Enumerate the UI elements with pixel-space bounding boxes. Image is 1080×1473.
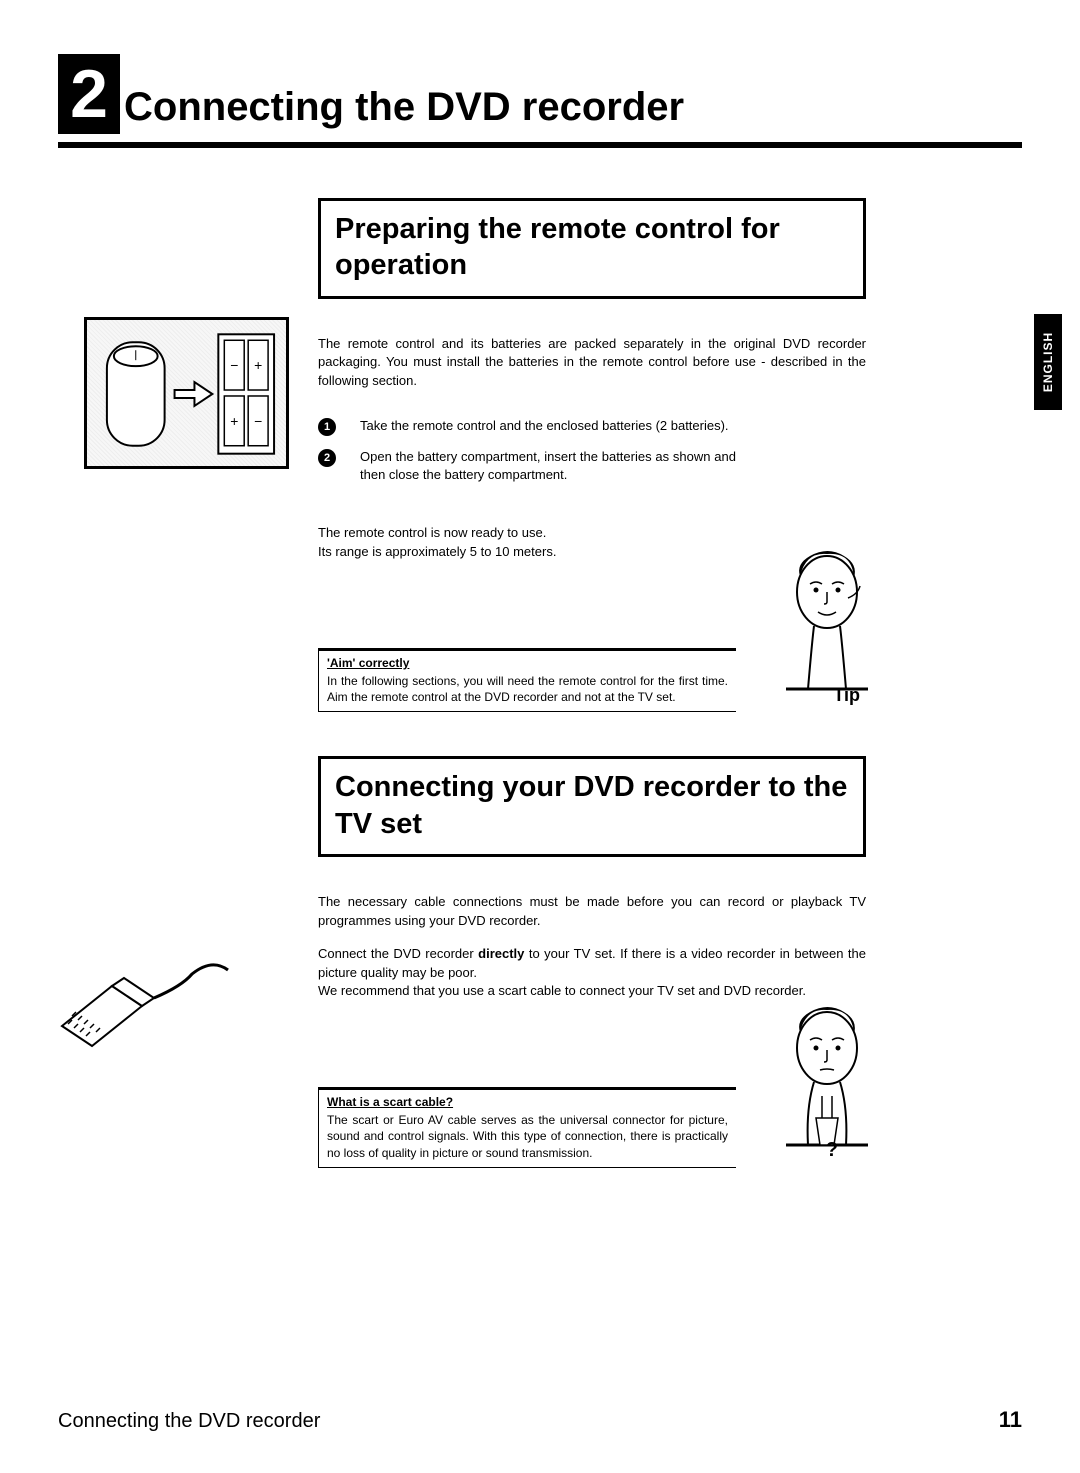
content-column: Preparing the remote control for operati…: [318, 198, 1022, 1168]
tip-heading: 'Aim' correctly: [327, 656, 728, 670]
svg-text:+: +: [230, 413, 238, 429]
section1-title-box: Preparing the remote control for operati…: [318, 198, 866, 299]
question-box: What is a scart cable? The scart or Euro…: [318, 1087, 736, 1168]
chapter-rule: [58, 142, 1022, 148]
svg-text:+: +: [254, 357, 262, 373]
section2-p2a: Connect the DVD recorder: [318, 946, 478, 961]
chapter-header: 2 Connecting the DVD recorder: [58, 54, 1022, 134]
question-row: What is a scart cable? The scart or Euro…: [318, 1087, 868, 1168]
section2-p2b: directly: [478, 946, 524, 961]
question-text: The scart or Euro AV cable serves as the…: [327, 1112, 728, 1161]
footer-title: Connecting the DVD recorder: [58, 1410, 320, 1433]
language-tab-label: ENGLISH: [1041, 332, 1055, 392]
step-number-2-icon: 2: [318, 449, 336, 467]
tip-box: 'Aim' correctly In the following section…: [318, 648, 736, 712]
section2-title-box: Connecting your DVD recorder to the TV s…: [318, 756, 866, 857]
section2-title: Connecting your DVD recorder to the TV s…: [335, 769, 849, 842]
language-tab: ENGLISH: [1034, 314, 1062, 410]
section1-intro: The remote control and its batteries are…: [318, 335, 866, 392]
tip-text: In the following sections, you will need…: [327, 673, 728, 705]
question-heading: What is a scart cable?: [327, 1095, 728, 1109]
section2-p3: We recommend that you use a scart cable …: [318, 983, 806, 998]
step-2: 2 Open the battery compartment, insert t…: [318, 448, 736, 484]
ready-line-2: Its range is approximately 5 to 10 meter…: [318, 543, 1022, 562]
chapter-number: 2: [70, 60, 108, 128]
footer-page-number: 11: [999, 1407, 1022, 1433]
scart-cable-illustration: [52, 956, 232, 1056]
question-label: ?: [826, 1139, 838, 1162]
ready-block: The remote control is now ready to use. …: [318, 524, 1022, 562]
footer: Connecting the DVD recorder 11: [58, 1407, 1022, 1433]
ready-line-1: The remote control is now ready to use.: [318, 524, 1022, 543]
chapter-title: Connecting the DVD recorder: [124, 85, 684, 134]
svg-text:−: −: [230, 357, 238, 373]
tip-label: Tip: [833, 685, 860, 706]
svg-text:−: −: [254, 413, 262, 429]
section2-p2: Connect the DVD recorder directly to you…: [318, 945, 866, 1002]
step-1-text: Take the remote control and the enclosed…: [360, 417, 729, 435]
step-2-text: Open the battery compartment, insert the…: [360, 448, 736, 484]
tip-row: 'Aim' correctly In the following section…: [318, 648, 868, 712]
step-number-1-icon: 1: [318, 418, 336, 436]
step-1: 1 Take the remote control and the enclos…: [318, 417, 736, 436]
remote-illustration: − + + −: [84, 317, 289, 469]
section1-title: Preparing the remote control for operati…: [335, 211, 849, 284]
section2-p1: The necessary cable connections must be …: [318, 893, 866, 931]
chapter-number-box: 2: [58, 54, 120, 134]
